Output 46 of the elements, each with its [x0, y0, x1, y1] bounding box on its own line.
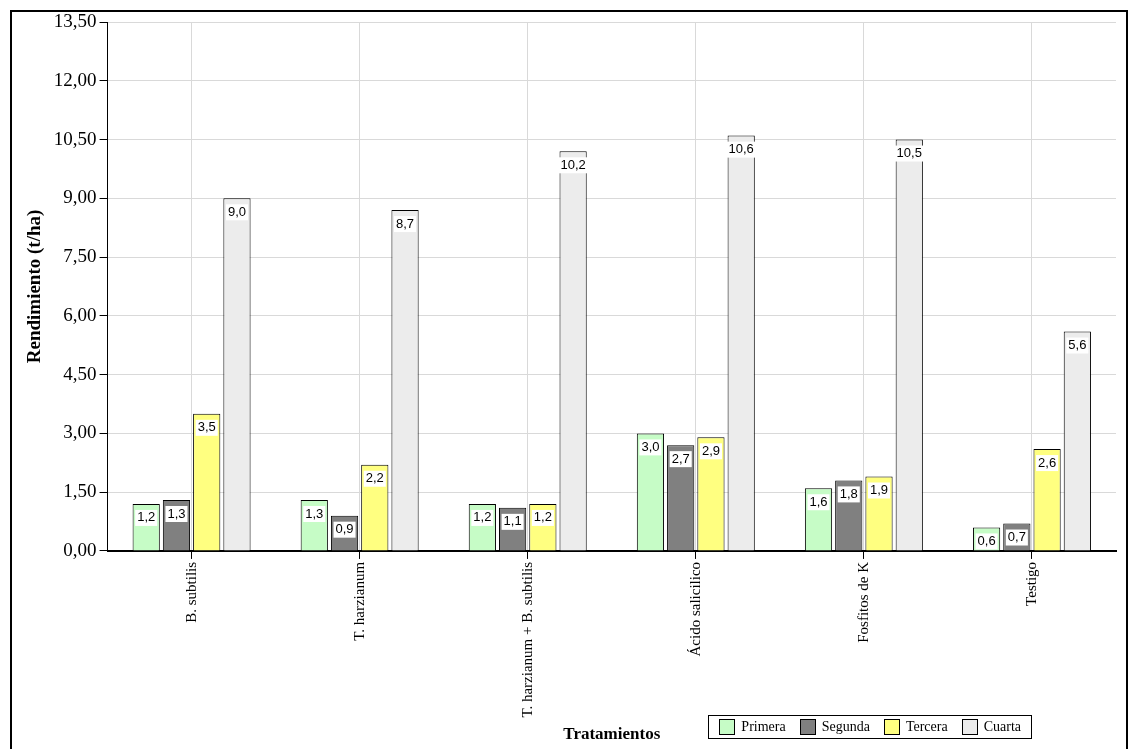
data-label: 2,6: [1038, 454, 1057, 470]
legend-label: Tercera: [905, 719, 948, 735]
x-tick-label: T. harzianum + B. subtilis: [518, 561, 535, 718]
data-label: 1,2: [533, 509, 552, 525]
data-label: 1,8: [839, 485, 858, 501]
y-tick-label: 6,00: [63, 303, 97, 325]
data-label: 3,5: [197, 419, 216, 435]
data-label: 9,0: [227, 203, 247, 219]
y-tick-label: 7,50: [63, 245, 97, 267]
data-label: 8,7: [396, 215, 415, 231]
y-tick-label: 1,50: [63, 480, 97, 502]
y-tick-label: 10,50: [53, 127, 97, 149]
y-tick-label: 9,00: [63, 186, 97, 208]
data-label: 1,3: [167, 505, 186, 521]
data-label: 10,5: [896, 145, 922, 161]
legend-label: Cuarta: [983, 719, 1021, 735]
x-tick-label: Ácido salicilico: [686, 561, 703, 657]
data-label: 10,2: [560, 156, 586, 172]
data-label: 1,9: [869, 482, 889, 498]
data-label: 1,2: [137, 509, 156, 525]
data-label: 1,3: [305, 505, 324, 521]
y-tick-label: 13,50: [53, 9, 97, 31]
data-label: 2,9: [701, 442, 720, 458]
x-tick-label: Testigo: [1022, 561, 1039, 606]
data-label: 1,1: [503, 513, 522, 529]
data-label: 2,7: [671, 450, 690, 466]
data-label: 0,6: [977, 533, 996, 549]
x-tick-label: T. harzianum: [350, 561, 367, 641]
data-label: 0,7: [1007, 529, 1026, 545]
data-label: 10,6: [728, 141, 754, 157]
legend-label: Segunda: [821, 719, 870, 735]
y-tick-label: 4,50: [63, 362, 97, 384]
data-label: 1,6: [809, 493, 828, 509]
x-axis-title: Tratamientos: [563, 724, 661, 744]
data-label: 5,6: [1068, 337, 1087, 353]
x-tick-label: Fosfitos de K: [854, 561, 871, 643]
y-tick-label: 12,00: [53, 68, 97, 90]
y-tick-label: 3,00: [63, 421, 97, 443]
y-axis-title: Rendimiento (t/ha): [23, 209, 46, 364]
x-tick-label: B. subtilis: [182, 561, 199, 623]
data-label: 0,9: [335, 521, 354, 537]
data-label: 3,0: [641, 438, 660, 454]
data-label: 2,2: [365, 470, 384, 486]
data-label: 1,2: [473, 509, 492, 525]
y-tick-label: 0,00: [63, 538, 97, 560]
legend-label: Primera: [741, 719, 786, 735]
